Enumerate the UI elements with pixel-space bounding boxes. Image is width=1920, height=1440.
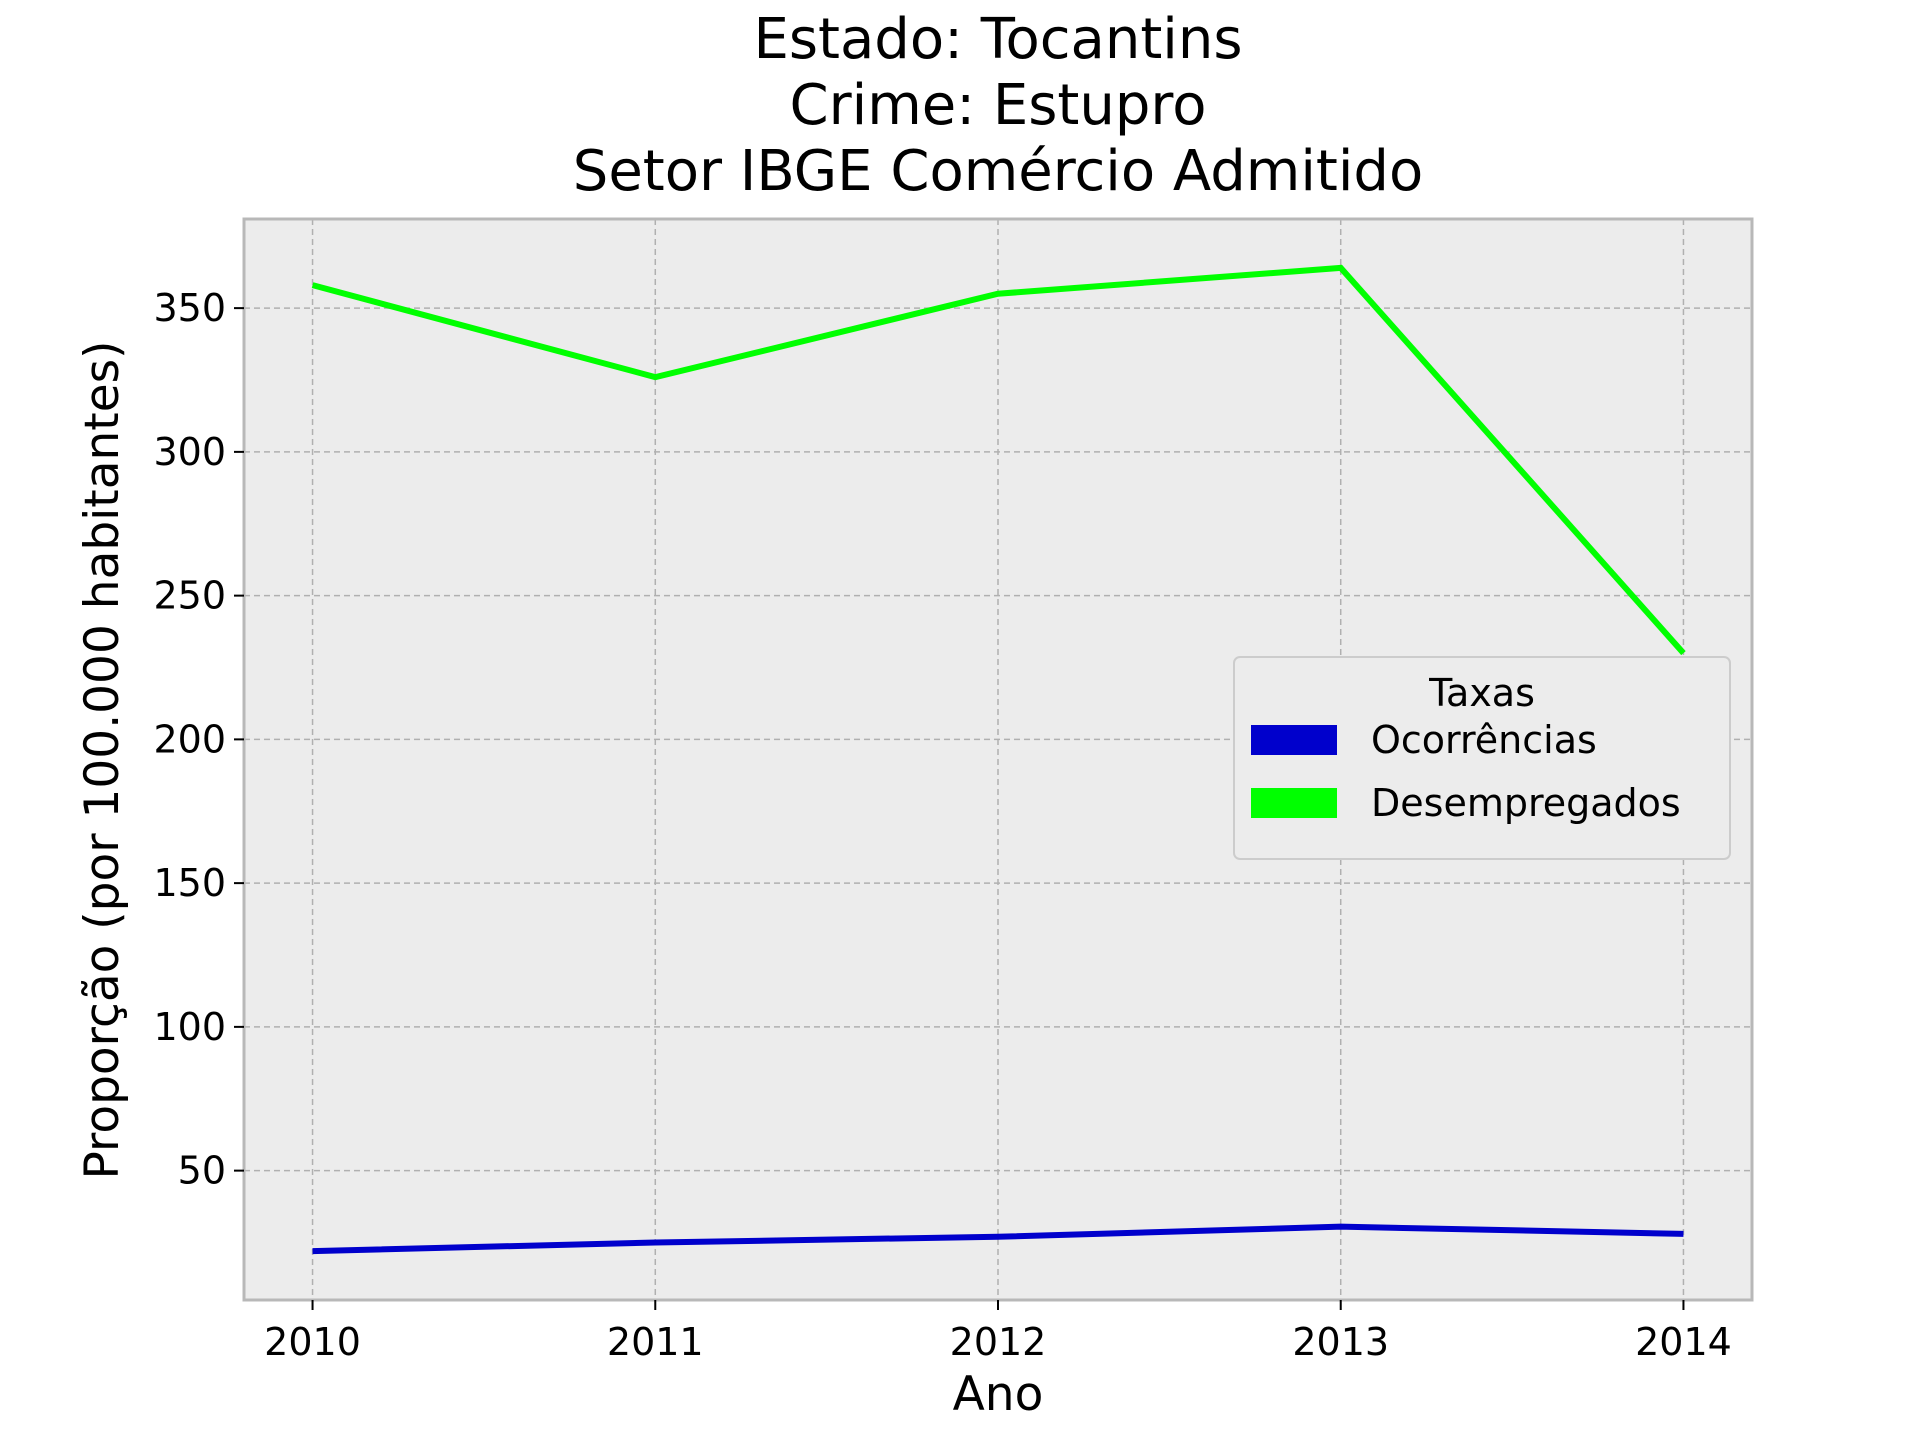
y-tick-label-250: 250	[153, 574, 226, 618]
chart-title-line-1: Estado: Tocantins	[753, 7, 1242, 72]
legend: Taxas Ocorrências Desempregados	[1233, 656, 1731, 860]
x-tick-label-2013: 2013	[1292, 1320, 1389, 1364]
x-axis-label: Ano	[953, 1367, 1044, 1422]
y-tick-label-150: 150	[153, 861, 226, 905]
x-axis-ticks: 2010 2011 2012 2013 2014	[264, 1300, 1732, 1364]
y-axis-label: Proporção (por 100.000 habitantes)	[75, 341, 130, 1180]
legend-swatch-ocorrências	[1251, 725, 1337, 755]
legend-label-desempregados: Desempregados	[1371, 781, 1681, 825]
y-tick-label-350: 350	[153, 286, 226, 330]
chart-title-line-3: Setor IBGE Comércio Admitido	[573, 139, 1423, 204]
chart-title-line-2: Crime: Estupro	[790, 73, 1207, 138]
y-tick-label-200: 200	[153, 717, 226, 761]
legend-box	[1233, 656, 1731, 860]
grid	[244, 219, 1752, 1300]
y-tick-label-300: 300	[153, 430, 226, 474]
series-line-desempregados	[311, 264, 1686, 656]
y-axis-ticks: 50 100 150 200 250 300 350	[153, 286, 244, 1193]
x-tick-label-2010: 2010	[264, 1320, 361, 1364]
legend-swatch-desempregados	[1251, 788, 1337, 818]
series-line-ocorrências	[312, 1223, 1684, 1255]
x-tick-label-2011: 2011	[607, 1320, 704, 1364]
x-tick-label-2014: 2014	[1635, 1320, 1732, 1364]
legend-items: Ocorrências Desempregados	[1251, 718, 1681, 825]
y-tick-label-50: 50	[178, 1149, 226, 1193]
y-tick-label-100: 100	[153, 1005, 226, 1049]
x-tick-label-2012: 2012	[950, 1320, 1047, 1364]
series-lines	[311, 264, 1686, 1255]
legend-title: Taxas	[1428, 671, 1535, 715]
legend-label-ocorrências: Ocorrências	[1371, 718, 1597, 762]
